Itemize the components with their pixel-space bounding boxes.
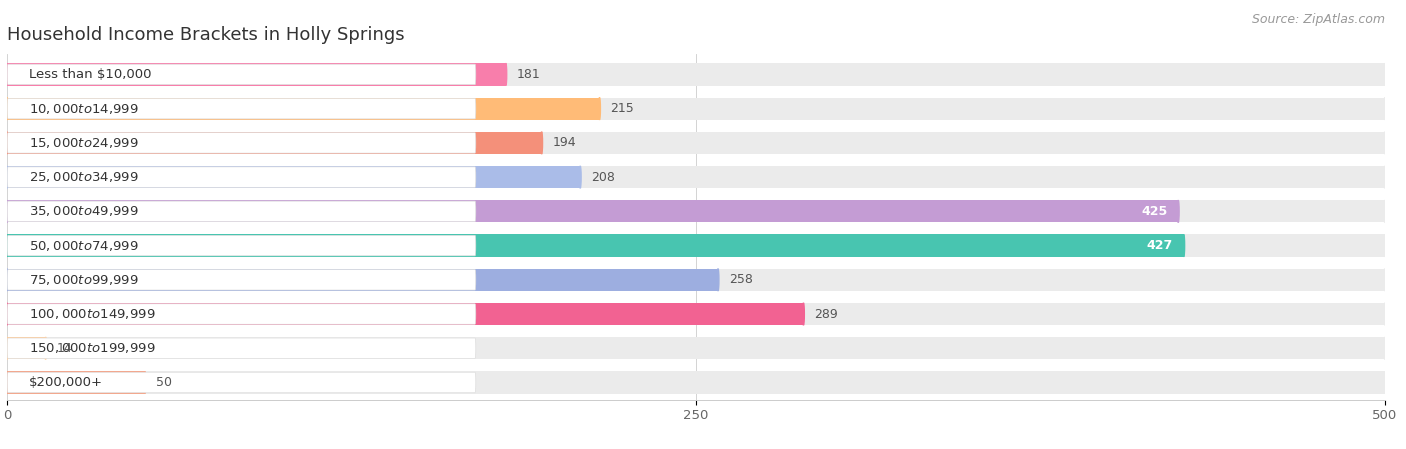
FancyBboxPatch shape <box>7 201 475 221</box>
Circle shape <box>6 234 8 257</box>
Bar <box>7 337 45 359</box>
Circle shape <box>1384 337 1386 359</box>
Text: 425: 425 <box>1140 205 1167 218</box>
Circle shape <box>1384 166 1386 188</box>
Text: 289: 289 <box>814 308 838 321</box>
Bar <box>7 303 1385 325</box>
Circle shape <box>579 166 581 188</box>
Circle shape <box>6 63 8 86</box>
Circle shape <box>6 303 8 325</box>
Bar <box>7 132 1385 154</box>
Circle shape <box>1384 97 1386 120</box>
Bar <box>7 234 1385 257</box>
Text: 181: 181 <box>517 68 540 81</box>
FancyBboxPatch shape <box>7 338 475 358</box>
FancyBboxPatch shape <box>7 372 475 393</box>
Circle shape <box>1384 303 1386 325</box>
Text: 208: 208 <box>592 171 616 184</box>
Circle shape <box>143 371 146 394</box>
Bar <box>7 234 1184 257</box>
Circle shape <box>45 337 46 359</box>
FancyBboxPatch shape <box>7 235 475 256</box>
Bar <box>7 303 803 325</box>
Bar <box>7 97 599 120</box>
Circle shape <box>505 63 506 86</box>
Text: 258: 258 <box>730 273 754 286</box>
Circle shape <box>6 234 8 257</box>
Circle shape <box>6 269 8 291</box>
Circle shape <box>1384 234 1386 257</box>
Bar <box>7 200 1178 222</box>
Bar <box>7 63 1385 86</box>
FancyBboxPatch shape <box>7 132 475 153</box>
Text: $75,000 to $99,999: $75,000 to $99,999 <box>30 273 139 287</box>
Circle shape <box>6 166 8 188</box>
Bar <box>7 166 1385 188</box>
Circle shape <box>1182 234 1185 257</box>
Text: $35,000 to $49,999: $35,000 to $49,999 <box>30 204 139 218</box>
Text: 50: 50 <box>156 376 172 389</box>
FancyBboxPatch shape <box>7 98 475 119</box>
Text: $200,000+: $200,000+ <box>30 376 104 389</box>
Circle shape <box>6 132 8 154</box>
FancyBboxPatch shape <box>7 167 475 187</box>
Text: 215: 215 <box>610 102 634 115</box>
Circle shape <box>1384 371 1386 394</box>
Bar <box>7 166 581 188</box>
Circle shape <box>803 303 804 325</box>
Text: $100,000 to $149,999: $100,000 to $149,999 <box>30 307 156 321</box>
Circle shape <box>1384 63 1386 86</box>
Bar <box>7 371 1385 394</box>
Circle shape <box>541 132 543 154</box>
Circle shape <box>6 303 8 325</box>
Text: Less than $10,000: Less than $10,000 <box>30 68 152 81</box>
Bar <box>7 337 1385 359</box>
Bar <box>7 132 541 154</box>
Bar <box>7 63 506 86</box>
FancyBboxPatch shape <box>7 304 475 324</box>
Circle shape <box>6 371 8 394</box>
Circle shape <box>1384 200 1386 222</box>
Text: $10,000 to $14,999: $10,000 to $14,999 <box>30 101 139 116</box>
Circle shape <box>1384 132 1386 154</box>
Text: $25,000 to $34,999: $25,000 to $34,999 <box>30 170 139 184</box>
Text: 14: 14 <box>56 342 72 355</box>
Text: $150,000 to $199,999: $150,000 to $199,999 <box>30 341 156 355</box>
Circle shape <box>6 371 8 394</box>
Circle shape <box>1177 200 1180 222</box>
FancyBboxPatch shape <box>7 269 475 290</box>
Bar <box>7 200 1385 222</box>
Text: Source: ZipAtlas.com: Source: ZipAtlas.com <box>1251 13 1385 26</box>
Text: 194: 194 <box>553 136 576 150</box>
Circle shape <box>6 166 8 188</box>
Circle shape <box>6 97 8 120</box>
Text: $15,000 to $24,999: $15,000 to $24,999 <box>30 136 139 150</box>
Text: $50,000 to $74,999: $50,000 to $74,999 <box>30 238 139 253</box>
Bar <box>7 371 145 394</box>
FancyBboxPatch shape <box>7 64 475 85</box>
Circle shape <box>599 97 600 120</box>
Circle shape <box>6 132 8 154</box>
Bar <box>7 269 1385 291</box>
Circle shape <box>717 269 718 291</box>
Circle shape <box>1384 269 1386 291</box>
Circle shape <box>6 200 8 222</box>
Bar <box>7 97 1385 120</box>
Circle shape <box>6 337 8 359</box>
Text: 427: 427 <box>1146 239 1173 252</box>
Circle shape <box>6 337 8 359</box>
Circle shape <box>6 269 8 291</box>
Circle shape <box>6 97 8 120</box>
Circle shape <box>6 200 8 222</box>
Text: Household Income Brackets in Holly Springs: Household Income Brackets in Holly Sprin… <box>7 26 405 44</box>
Circle shape <box>6 63 8 86</box>
Bar <box>7 269 718 291</box>
